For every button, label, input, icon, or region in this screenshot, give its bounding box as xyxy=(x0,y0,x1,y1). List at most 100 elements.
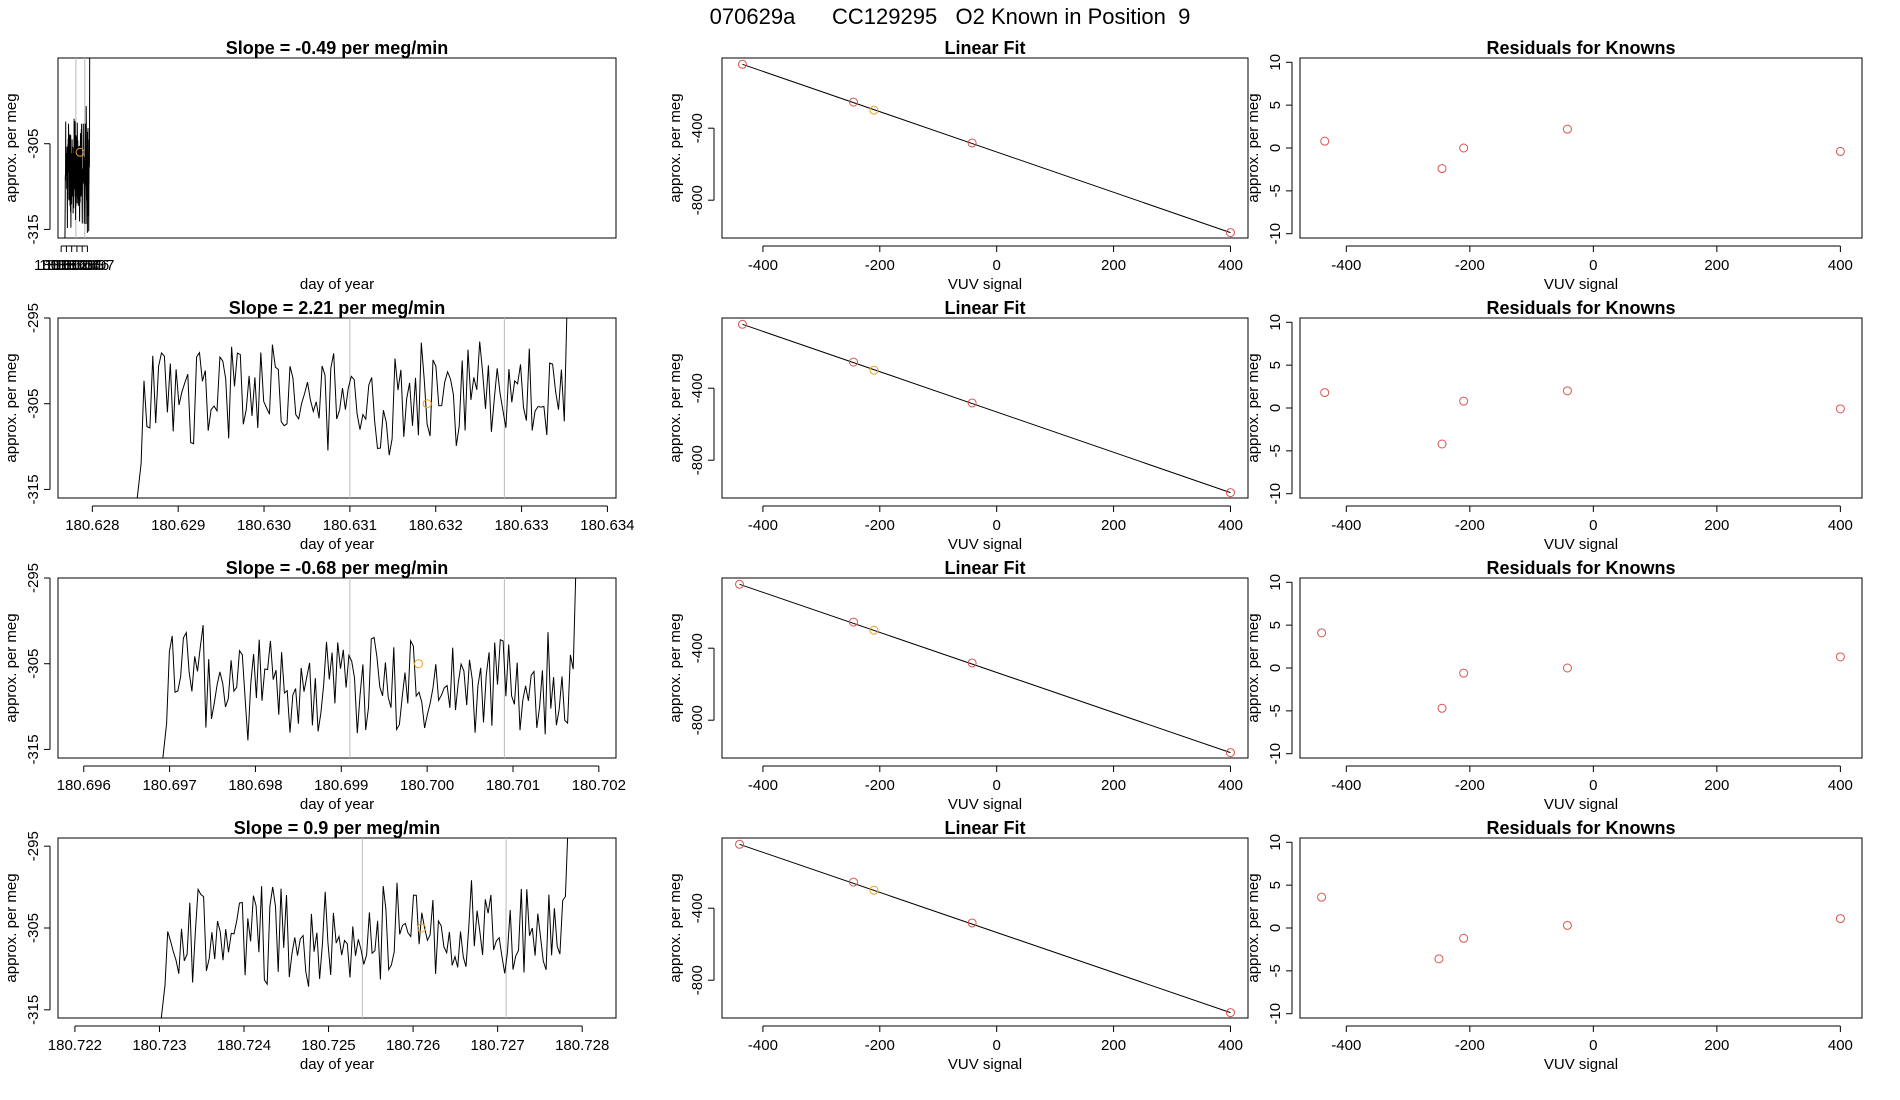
row3-timeseries-plot-box xyxy=(57,577,617,759)
row3-linear-fit-x-tick-label: -200 xyxy=(865,777,895,794)
row4-timeseries-x-tick-label: 180.723 xyxy=(132,1037,186,1054)
row1-timeseries-x-tick-label: 180.604 xyxy=(45,257,99,274)
row3-residuals-plot-area xyxy=(1317,628,1845,713)
row3-linear-fit-plot-area xyxy=(735,579,1235,758)
row2-linear-fit-title: Linear Fit xyxy=(944,298,1025,318)
row2-linear-fit-x-axis-label: VUV signal xyxy=(948,536,1022,553)
row1-linear-fit-standard-point xyxy=(1225,228,1235,238)
row3-residuals-x-tick-label: -400 xyxy=(1331,777,1361,794)
row2-linear-fit-x-tick-label: 400 xyxy=(1218,517,1243,534)
row2-linear-fit-standard-point xyxy=(849,357,858,367)
row3-timeseries-x-tick-label: 180.702 xyxy=(572,777,626,794)
row4-linear-fit-y-tick-label: -400 xyxy=(689,893,706,923)
row2-residuals-plot-box xyxy=(1299,317,1863,499)
row1-timeseries-x-tick-label: 180.602 xyxy=(34,257,88,274)
row2-linear-fit-standard-point xyxy=(737,319,747,329)
row1-linear-fit-x-tick-label: 200 xyxy=(1101,257,1126,274)
row1-timeseries-plot-area xyxy=(64,58,91,238)
row1-residuals-panel: Residuals for Knowns -400 -200 0 200 400 VUV s… xyxy=(1245,38,1863,293)
row1-residuals-residual-point xyxy=(1437,164,1447,174)
row3-linear-fit-title: Linear Fit xyxy=(944,558,1025,578)
row3-linear-fit-standard-point xyxy=(1225,748,1235,758)
row4-linear-fit-known-point xyxy=(869,885,879,895)
row2-residuals-y-tick-label: -5 xyxy=(1267,444,1284,457)
row2-linear-fit-x-tick-label: -200 xyxy=(865,517,895,534)
row2-residuals-x-tick-label: 200 xyxy=(1704,517,1729,534)
row3-residuals-x-axis-label: VUV signal xyxy=(1544,796,1618,813)
row1-linear-fit-y-tick-label: -800 xyxy=(689,185,706,215)
row1-residuals-residual-point xyxy=(1562,124,1572,134)
row2-residuals-residual-point xyxy=(1562,386,1572,396)
row1-timeseries-panel: Slope = -0.49 per meg/min 180.602180.6031… xyxy=(3,38,617,293)
row2-linear-fit-fit-line xyxy=(742,323,1231,494)
row2-timeseries-plot-area xyxy=(136,318,568,498)
row1-linear-fit-x-tick-label: -400 xyxy=(748,257,778,274)
row1-residuals-x-tick-label: 200 xyxy=(1704,257,1729,274)
row3-linear-fit-x-tick-label: 400 xyxy=(1218,777,1243,794)
row2-linear-fit-plot-area xyxy=(737,319,1235,498)
row4-residuals-y-tick-label: 5 xyxy=(1267,881,1284,889)
row2-timeseries-x-tick-label: 180.628 xyxy=(65,517,119,534)
row1-linear-fit-y-tick-label: -400 xyxy=(689,113,706,143)
row4-linear-fit-y-axis-label: approx. per meg xyxy=(667,873,684,982)
row3-linear-fit-plot-box xyxy=(721,577,1249,759)
row4-timeseries-y-axis-label: approx. per meg xyxy=(3,873,20,982)
row2-timeseries-known-marker xyxy=(422,399,432,409)
row2-linear-fit-x-tick-label: 200 xyxy=(1101,517,1126,534)
row4-linear-fit-standard-point xyxy=(1225,1008,1235,1018)
row3-residuals-x-tick-label: 400 xyxy=(1828,777,1853,794)
row4-residuals-panel: Residuals for Knowns -400 -200 0 200 400 VUV s… xyxy=(1245,818,1863,1073)
row2-residuals-x-tick-label: -200 xyxy=(1455,517,1485,534)
row3-residuals-residual-point xyxy=(1459,668,1469,678)
row4-residuals-residual-point xyxy=(1835,914,1845,924)
row4-timeseries-y-tick-label: -295 xyxy=(25,831,42,861)
row2-linear-fit-panel: Linear Fit -400 -200 0 200 400 VUV signal -400 -… xyxy=(667,298,1249,553)
row3-timeseries-x-tick-label: 180.697 xyxy=(142,777,196,794)
row1-residuals-title: Residuals for Knowns xyxy=(1486,38,1675,58)
row1-timeseries-title: Slope = -0.49 per meg/min xyxy=(226,38,449,58)
row3-linear-fit-x-tick-label: 0 xyxy=(993,777,1001,794)
row2-linear-fit-known-point xyxy=(869,365,879,375)
row1-timeseries-x-tick-label: 180.606 xyxy=(55,257,109,274)
row2-timeseries-y-tick-label: -305 xyxy=(25,389,42,419)
row1-timeseries-signal-line xyxy=(64,58,91,238)
row3-linear-fit-standard-point xyxy=(967,658,977,668)
row2-linear-fit-plot-box xyxy=(721,317,1249,499)
row1-residuals-y-tick-label: -5 xyxy=(1267,184,1284,197)
row4-timeseries-x-axis-label: day of year xyxy=(300,1056,374,1073)
row1-residuals-y-tick-label: 0 xyxy=(1267,144,1284,152)
row3-linear-fit-panel: Linear Fit -400 -200 0 200 400 VUV signal -400 -… xyxy=(667,558,1249,813)
row4-timeseries-x-tick-label: 180.726 xyxy=(386,1037,440,1054)
row3-timeseries-x-tick-label: 180.698 xyxy=(228,777,282,794)
row1-timeseries-x-axis-label: day of year xyxy=(300,276,374,293)
row2-residuals-x-tick-label: 0 xyxy=(1589,517,1597,534)
row3-timeseries-x-tick-label: 180.699 xyxy=(314,777,368,794)
row2-linear-fit-y-axis-label: approx. per meg xyxy=(667,353,684,462)
row4-timeseries-y-tick-label: -315 xyxy=(25,995,42,1025)
row3-linear-fit-standard-point xyxy=(735,579,745,589)
row2-linear-fit-standard-point xyxy=(1225,488,1235,498)
row4-residuals-plot-box xyxy=(1299,837,1863,1019)
row1-residuals-x-tick-label: 0 xyxy=(1589,257,1597,274)
row1-linear-fit-panel: Linear Fit -400 -200 0 200 400 VUV signal -400 -… xyxy=(667,38,1249,293)
row4-linear-fit-plot-box xyxy=(721,837,1249,1019)
row1-residuals-x-tick-label: -400 xyxy=(1331,257,1361,274)
row1-residuals-y-tick-label: 10 xyxy=(1267,54,1284,71)
row3-residuals-y-tick-label: -10 xyxy=(1267,743,1284,765)
row4-timeseries-y-tick-label: -305 xyxy=(25,913,42,943)
row2-timeseries-plot-box xyxy=(57,317,617,499)
row3-residuals-x-tick-label: 200 xyxy=(1704,777,1729,794)
row4-residuals-residual-point xyxy=(1459,933,1469,943)
row3-residuals-panel: Residuals for Knowns -400 -200 0 200 400 VUV s… xyxy=(1245,558,1863,813)
row3-timeseries-y-tick-label: -305 xyxy=(25,649,42,679)
row3-residuals-residual-point xyxy=(1437,703,1447,713)
row2-residuals-residual-point xyxy=(1437,439,1447,449)
row2-timeseries-x-tick-label: 180.630 xyxy=(237,517,291,534)
row2-timeseries-y-tick-label: -315 xyxy=(25,474,42,504)
row3-timeseries-y-tick-label: -315 xyxy=(25,734,42,764)
row2-timeseries-x-axis-label: day of year xyxy=(300,536,374,553)
row2-linear-fit-standard-point xyxy=(967,398,977,408)
row4-linear-fit-standard-point xyxy=(735,839,745,849)
row4-residuals-x-tick-label: 400 xyxy=(1828,1037,1853,1054)
